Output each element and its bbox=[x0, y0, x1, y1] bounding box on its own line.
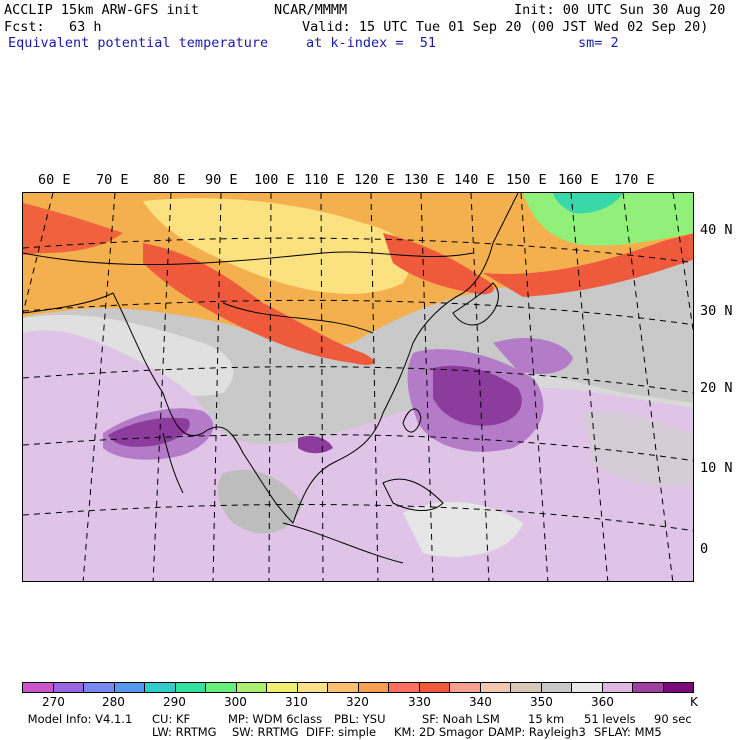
colorbar-swatch bbox=[328, 683, 359, 692]
lon-label-90e: 90 E bbox=[205, 172, 238, 188]
colorbar-unit: K bbox=[690, 695, 698, 709]
colorbar-swatch bbox=[84, 683, 115, 692]
footer-sflay: SFLAY: MM5 bbox=[594, 725, 662, 739]
colorbar-label-270: 270 bbox=[42, 695, 65, 709]
colorbar-swatch bbox=[419, 683, 450, 692]
lat-label-10n: 10 N bbox=[700, 460, 733, 476]
map-panel[interactable] bbox=[22, 192, 694, 582]
k-index-label: at k-index = 51 bbox=[306, 35, 437, 51]
lat-label-40n: 40 N bbox=[700, 222, 733, 238]
lon-label-150e: 150 E bbox=[506, 172, 547, 188]
footer-resolution: 15 km bbox=[528, 712, 565, 726]
footer-pbl: PBL: YSU bbox=[334, 712, 386, 726]
colorbar-swatch bbox=[450, 683, 481, 692]
lat-label-20n: 20 N bbox=[700, 380, 733, 396]
colorbar-swatch bbox=[572, 683, 603, 692]
lon-label-60e: 60 E bbox=[38, 172, 71, 188]
footer-km: KM: 2D Smagor bbox=[394, 725, 484, 739]
colorbar-label-320: 320 bbox=[346, 695, 369, 709]
colorbar-swatch bbox=[53, 683, 84, 692]
lon-label-100e: 100 E bbox=[254, 172, 295, 188]
organization-label: NCAR/MMMM bbox=[274, 2, 348, 18]
smoothing-label: sm= 2 bbox=[578, 35, 619, 51]
colorbar-swatch bbox=[236, 683, 267, 692]
footer-levels: 51 levels bbox=[584, 712, 636, 726]
footer-cu: CU: KF bbox=[152, 712, 191, 726]
colorbar-label-350: 350 bbox=[530, 695, 553, 709]
colorbar-swatch bbox=[511, 683, 542, 692]
colorbar-swatch bbox=[480, 683, 511, 692]
footer-lw: LW: RRTMG bbox=[152, 725, 217, 739]
footer-damp: DAMP: Rayleigh3 bbox=[488, 725, 586, 739]
lon-label-110e: 110 E bbox=[304, 172, 345, 188]
colorbar-label-340: 340 bbox=[469, 695, 492, 709]
footer-timestep: 90 sec bbox=[654, 712, 692, 726]
init-time-label: Init: 00 UTC Sun 30 Aug 20 bbox=[514, 2, 726, 18]
colorbar-swatch bbox=[267, 683, 298, 692]
footer-sw: SW: RRTMG bbox=[232, 725, 299, 739]
colorbar bbox=[22, 682, 694, 693]
valid-time-label: Valid: 15 UTC Tue 01 Sep 20 (00 JST Wed … bbox=[302, 19, 709, 35]
colorbar-label-300: 300 bbox=[224, 695, 247, 709]
colorbar-swatch bbox=[145, 683, 176, 692]
lat-label-30n: 30 N bbox=[700, 303, 733, 319]
colorbar-swatch bbox=[175, 683, 206, 692]
lon-label-170e: 170 E bbox=[614, 172, 655, 188]
colorbar-swatch bbox=[297, 683, 328, 692]
lon-label-70e: 70 E bbox=[96, 172, 129, 188]
model-title: ACCLIP 15km ARW-GFS init bbox=[4, 2, 200, 18]
colorbar-label-360: 360 bbox=[591, 695, 614, 709]
colorbar-label-310: 310 bbox=[285, 695, 308, 709]
lon-label-130e: 130 E bbox=[404, 172, 445, 188]
field-name-label: Equivalent potential temperature bbox=[8, 35, 269, 51]
lon-label-140e: 140 E bbox=[454, 172, 495, 188]
footer-mp: MP: WDM 6class bbox=[228, 712, 323, 726]
lat-label-0: 0 bbox=[700, 541, 709, 557]
colorbar-swatch bbox=[602, 683, 633, 692]
footer-diff: DIFF: simple bbox=[306, 725, 377, 739]
colorbar-swatch bbox=[541, 683, 572, 692]
lon-label-160e: 160 E bbox=[558, 172, 599, 188]
forecast-hour-label: Fcst: 63 h bbox=[4, 19, 102, 35]
footer-sf: SF: Noah LSM bbox=[422, 712, 500, 726]
lon-label-80e: 80 E bbox=[153, 172, 186, 188]
colorbar-swatch bbox=[358, 683, 389, 692]
colorbar-swatch bbox=[23, 683, 54, 692]
colorbar-swatch bbox=[114, 683, 145, 692]
colorbar-swatch bbox=[389, 683, 420, 692]
theta-e-field bbox=[23, 193, 693, 581]
colorbar-label-330: 330 bbox=[408, 695, 431, 709]
colorbar-swatch bbox=[663, 683, 693, 692]
footer-model-info: Model Info: V4.1.1 bbox=[24, 712, 133, 726]
lon-label-120e: 120 E bbox=[354, 172, 395, 188]
colorbar-label-290: 290 bbox=[163, 695, 186, 709]
colorbar-swatch bbox=[206, 683, 237, 692]
colorbar-swatch bbox=[633, 683, 664, 692]
colorbar-label-280: 280 bbox=[102, 695, 125, 709]
